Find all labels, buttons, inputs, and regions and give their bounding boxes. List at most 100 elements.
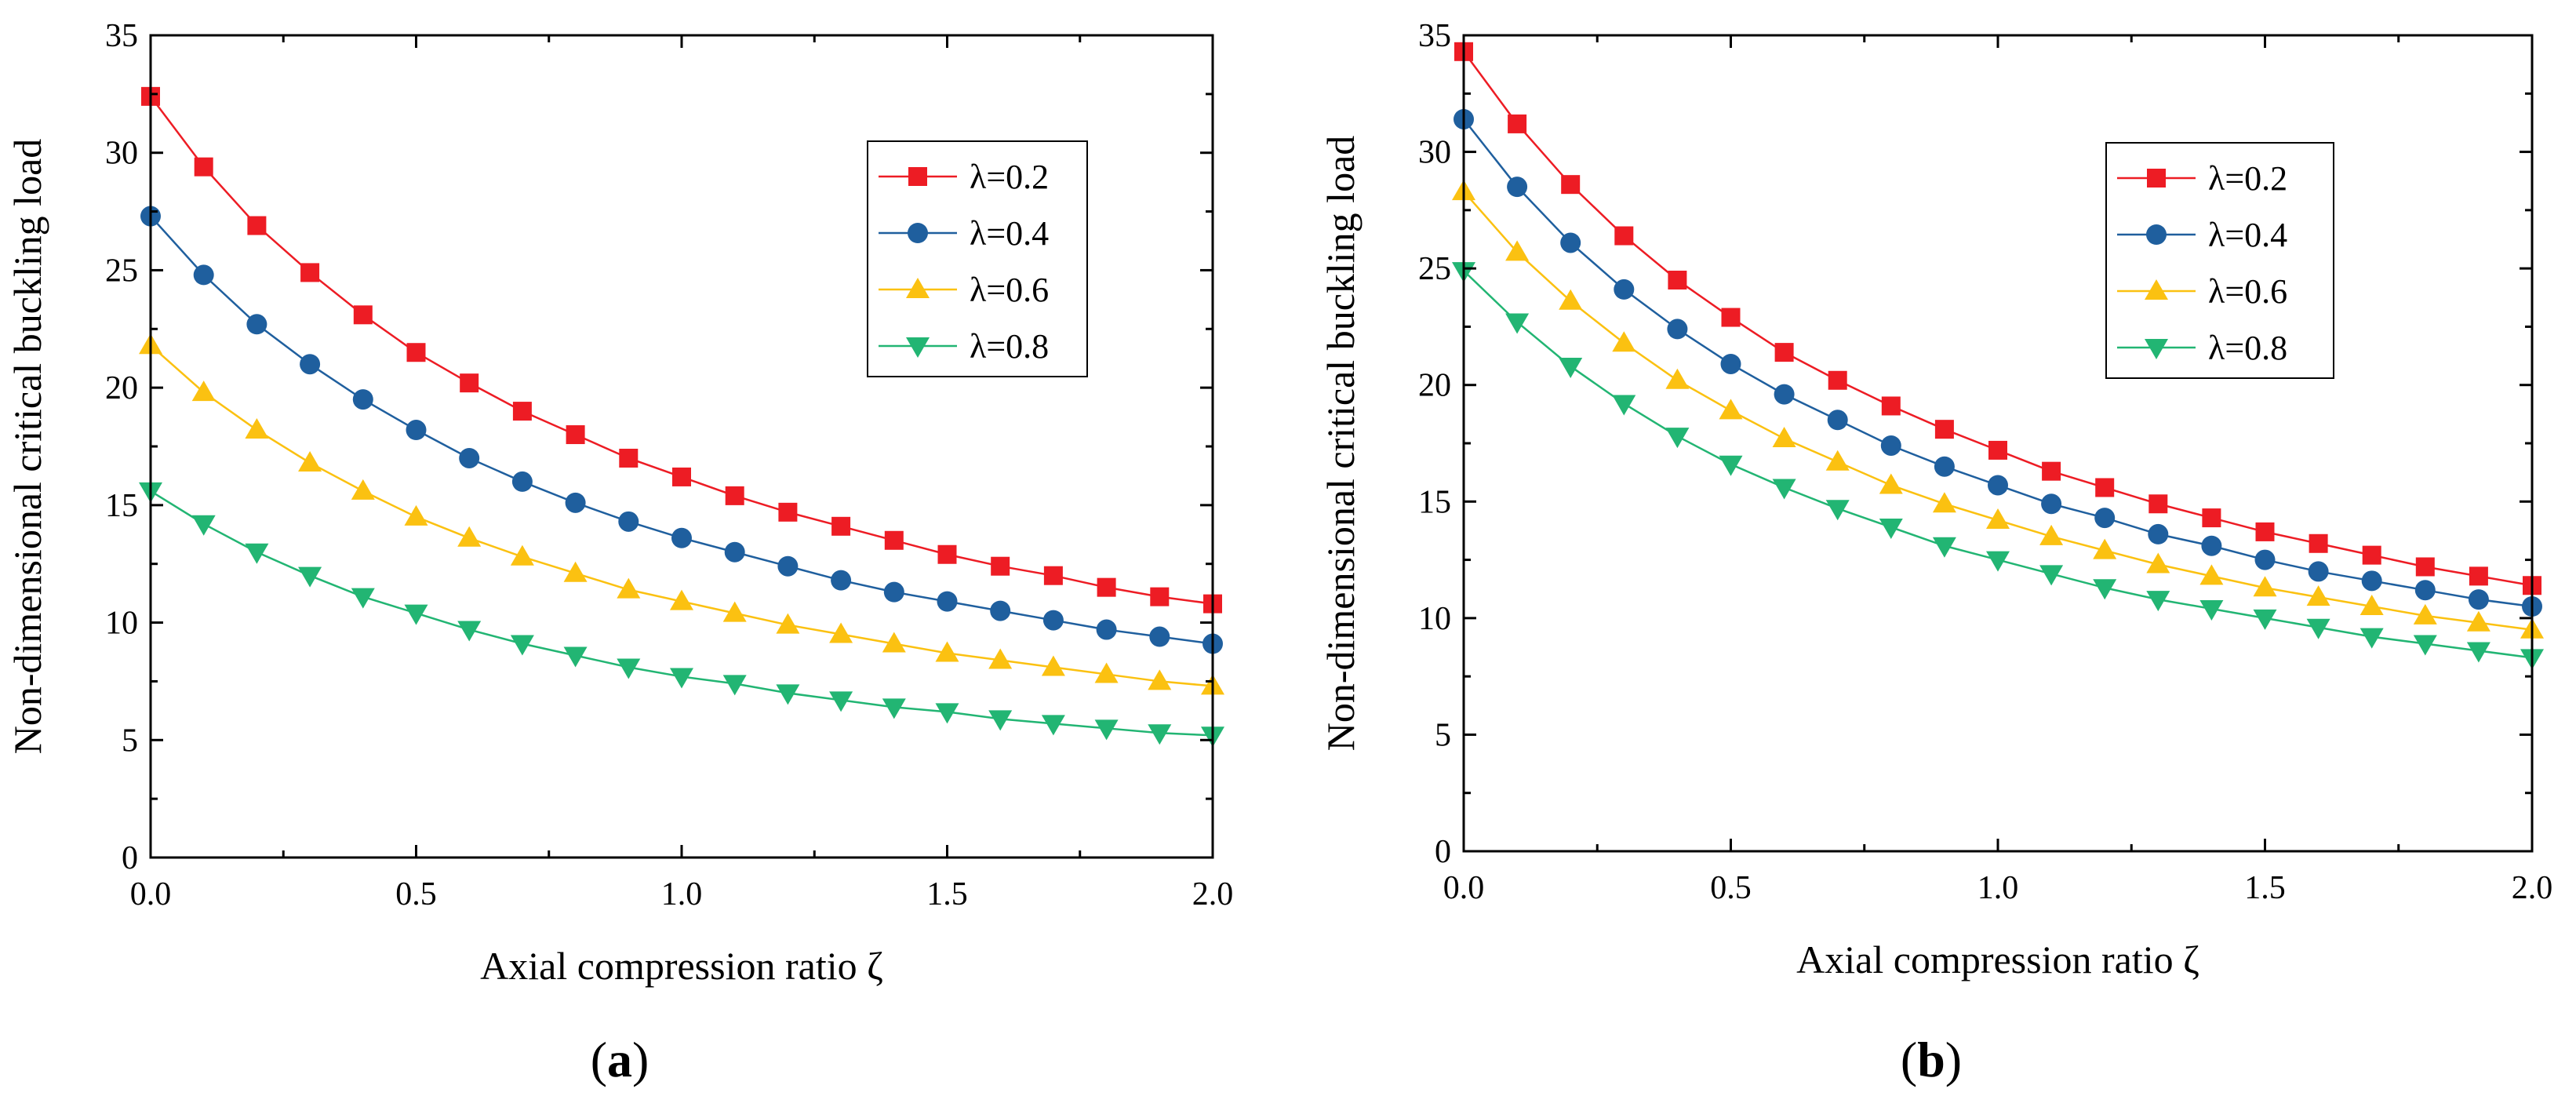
legend-marker [908,167,927,186]
data-point [670,668,693,689]
data-point [404,604,428,625]
x-tick-label: 1.5 [2244,870,2286,906]
data-point [246,314,267,335]
data-point [1508,114,1527,133]
data-point [1612,395,1636,416]
data-point [1772,427,1796,448]
data-point [1097,577,1116,597]
y-tick-label: 20 [105,370,138,406]
data-point [2201,535,2222,556]
x-tick-label: 1.0 [1977,870,2019,906]
data-point [2199,564,2224,585]
data-point [1879,473,1903,494]
data-point [1934,420,1954,439]
data-point [2361,570,2382,592]
legend-marker [2145,279,2168,300]
x-tick-label: 0.0 [130,876,172,912]
data-point [565,492,586,513]
data-point [1825,500,1850,521]
data-point [776,613,800,634]
data-point [1774,384,1795,405]
data-point [2469,566,2488,586]
data-point [457,526,482,547]
data-point [1825,450,1850,471]
data-point [300,354,321,375]
data-point [617,658,641,679]
data-point [1986,508,2010,530]
y-tick-label: 5 [122,723,138,759]
y-tick-label: 35 [1418,18,1451,54]
data-point [884,530,904,550]
data-point [1041,655,1065,676]
data-point [831,516,851,536]
data-point [2253,609,2277,630]
data-point [351,588,375,609]
data-point [2362,545,2381,565]
legend: λ=0.2 λ=0.4 λ=0.6 λ=0.8 [867,140,1088,377]
data-point [1665,368,1690,389]
data-point [937,591,958,612]
legend-box [2105,142,2334,379]
data-point [1096,619,1117,640]
legend-entry: λ=0.6 [2208,272,2287,311]
x-axis-title: Axial compression ratio ζ [480,944,883,988]
data-point [670,589,693,610]
data-point [2466,642,2490,663]
data-point [935,641,959,662]
x-tick-label: 0.0 [1443,870,1485,906]
panel-label-open: ( [1901,1032,1917,1087]
data-point [777,555,799,577]
y-axis-title: Non-dimensional critical buckling load [5,139,49,755]
data-point [1559,289,1583,310]
data-point [2095,478,2115,497]
data-point [2308,561,2329,582]
y-tick-label: 15 [105,488,138,524]
legend-marker [908,223,928,243]
data-point [247,216,267,235]
data-point [2255,522,2275,541]
data-point [2360,595,2384,615]
data-point [1828,370,1847,390]
data-point [2039,524,2064,545]
data-point [1149,626,1170,647]
data-point [882,632,906,653]
data-point [778,502,798,522]
data-point [991,556,1010,576]
data-point [1667,319,1688,340]
data-point [776,684,800,705]
data-point [2093,538,2117,559]
data-point [1612,331,1636,352]
data-point [1559,357,1583,378]
data-point [829,622,853,643]
data-point [937,544,957,564]
data-point [566,425,585,445]
data-point [2199,599,2224,621]
y-tick-label: 10 [105,606,138,642]
data-point [1665,428,1690,449]
data-point [2414,580,2436,601]
legend-marker [906,278,930,298]
y-axis-title: Non-dimensional critical buckling load [1319,136,1363,752]
y-tick-label: 10 [1418,601,1451,637]
data-point [1614,279,1635,300]
data-point [191,515,216,536]
data-point [617,577,641,599]
data-point [1041,715,1065,736]
data-point [2253,576,2277,597]
data-point [671,527,692,548]
data-point [1148,669,1172,690]
panel-label-open: ( [591,1032,607,1087]
data-point [191,381,216,402]
legend-entry: λ=0.2 [2208,159,2287,198]
data-point [2148,523,2169,544]
data-point [351,479,375,500]
legend-marker [2146,224,2167,245]
data-point [1614,226,1634,246]
data-point [1772,479,1796,500]
legend-marker [2147,169,2166,188]
data-point [2039,565,2064,586]
data-point [1150,587,1170,606]
data-point [1719,455,1743,476]
y-tick-label: 5 [1435,717,1451,753]
